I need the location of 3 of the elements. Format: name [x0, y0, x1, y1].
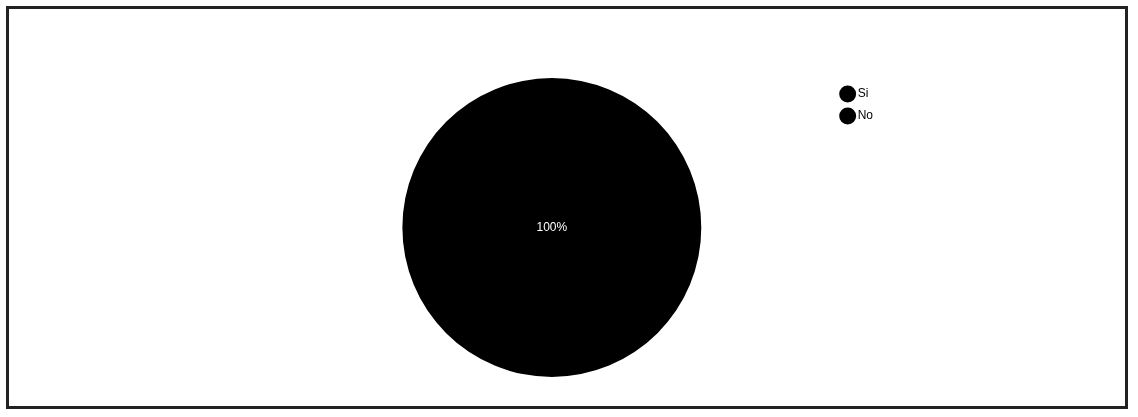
data-label: 100% [536, 219, 568, 234]
legend-label: Si [857, 86, 869, 101]
legend-label: No [857, 108, 874, 123]
